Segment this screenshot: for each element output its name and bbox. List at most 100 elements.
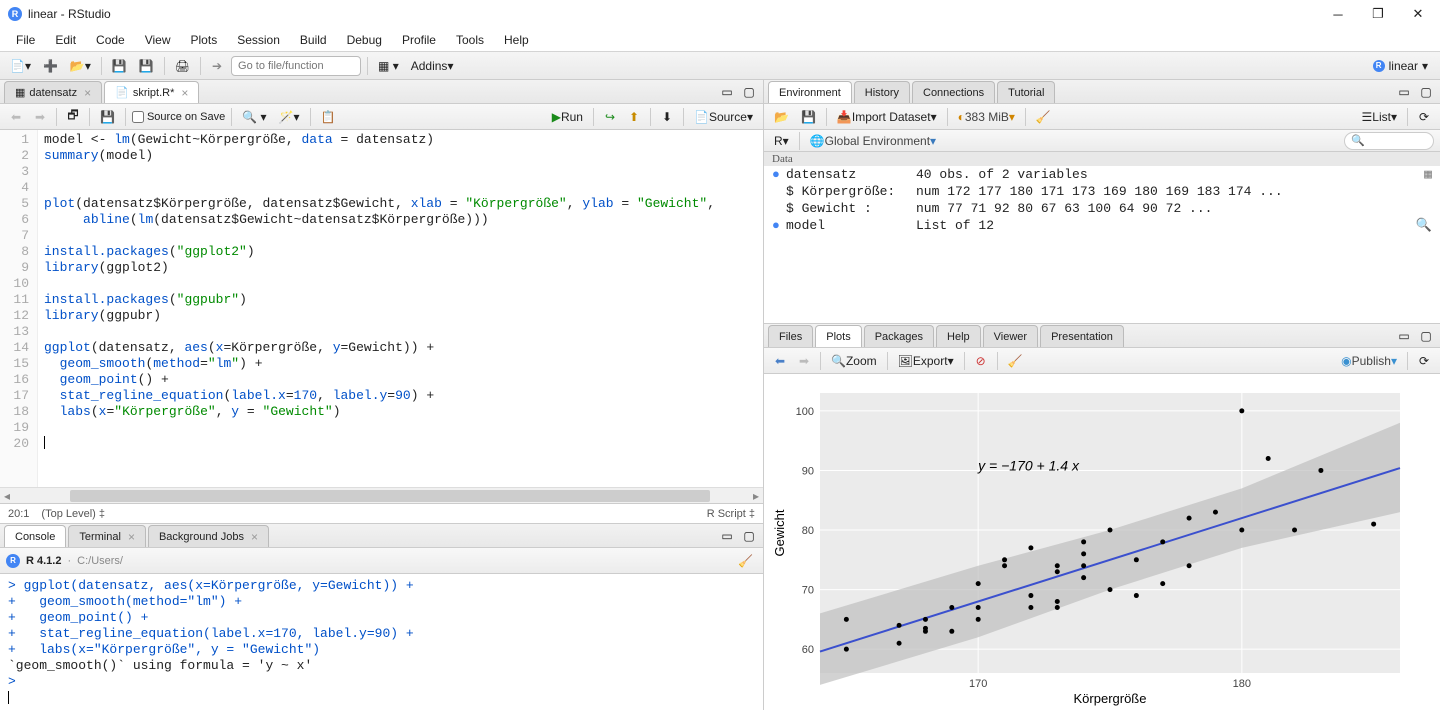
menu-file[interactable]: File xyxy=(6,31,45,49)
environment-tabs: EnvironmentHistoryConnectionsTutorial ▭ … xyxy=(764,80,1440,104)
save-source-button[interactable]: 💾 xyxy=(96,107,119,127)
environment-table: ●datensatz40 obs. of 2 variables▦ $ Körp… xyxy=(764,166,1440,234)
env-tab[interactable]: Tutorial xyxy=(997,81,1055,103)
menu-help[interactable]: Help xyxy=(494,31,539,49)
minimize-pane-icon[interactable]: ▭ xyxy=(1394,326,1414,346)
load-workspace-button[interactable]: 📂 xyxy=(770,107,793,127)
view-mode-button[interactable]: ☰ List ▾ xyxy=(1358,107,1401,127)
maximize-pane-icon[interactable]: ▢ xyxy=(1416,326,1436,346)
minimize-pane-icon[interactable]: ▭ xyxy=(1394,82,1414,102)
clear-plots-button[interactable]: 🧹 xyxy=(1004,351,1027,371)
source-on-save-checkbox[interactable]: Source on Save xyxy=(132,111,225,123)
menu-build[interactable]: Build xyxy=(290,31,337,49)
down-step-button[interactable]: ⬇ xyxy=(657,107,677,127)
forward-button[interactable]: ➡ xyxy=(30,107,50,127)
plots-tab[interactable]: Presentation xyxy=(1040,325,1124,347)
plots-tab[interactable]: Plots xyxy=(815,325,861,347)
compile-button[interactable]: 📋 xyxy=(317,107,340,127)
print-button[interactable]: 🖨 xyxy=(171,56,194,76)
maximize-pane-icon[interactable]: ▢ xyxy=(739,82,759,102)
main-toolbar: 📄▾ ➕ 📂▾ 💾 💾 🖨 ➔ Go to file/function ▦ ▾ … xyxy=(0,52,1440,80)
svg-text:170: 170 xyxy=(969,678,987,690)
plots-tab[interactable]: Help xyxy=(936,325,981,347)
show-in-new-window-button[interactable]: 🗗 xyxy=(63,107,83,127)
memory-usage[interactable]: ◐ 383 MiB ▾ xyxy=(954,107,1019,127)
menu-edit[interactable]: Edit xyxy=(45,31,86,49)
svg-text:70: 70 xyxy=(802,585,814,597)
menu-plots[interactable]: Plots xyxy=(181,31,228,49)
back-button[interactable]: ⬅ xyxy=(6,107,26,127)
console-tab[interactable]: Background Jobs× xyxy=(148,525,269,547)
grid-button[interactable]: ▦ ▾ xyxy=(374,56,403,76)
import-dataset-button[interactable]: 📥 Import Dataset ▾ xyxy=(833,107,941,127)
project-selector[interactable]: R linear ▾ xyxy=(1367,59,1434,73)
save-all-button[interactable]: 💾 xyxy=(135,56,158,76)
new-project-button[interactable]: ➕ xyxy=(39,56,62,76)
next-plot-button[interactable]: ➡ xyxy=(794,351,814,371)
r-icon: R xyxy=(6,554,20,568)
minimize-pane-icon[interactable]: ▭ xyxy=(717,82,737,102)
wand-button[interactable]: 🪄▾ xyxy=(275,107,304,127)
env-tab[interactable]: History xyxy=(854,81,910,103)
env-search-input[interactable]: 🔍 xyxy=(1344,132,1434,150)
zoom-button[interactable]: 🔍 Zoom xyxy=(827,351,881,371)
maximize-button[interactable]: ❐ xyxy=(1358,0,1398,28)
run-button[interactable]: ▶ Run xyxy=(548,107,587,127)
svg-text:Körpergröße: Körpergröße xyxy=(1074,691,1147,706)
addins-button[interactable]: Addins ▾ xyxy=(407,56,458,76)
new-file-button[interactable]: 📄▾ xyxy=(6,56,35,76)
language-selector[interactable]: R Script ‡ xyxy=(707,508,755,520)
plots-tab[interactable]: Viewer xyxy=(983,325,1038,347)
console-tabs: ConsoleTerminal×Background Jobs× ▭ ▢ xyxy=(0,524,763,548)
export-button[interactable]: 🖼 Export ▾ xyxy=(894,351,958,371)
refresh-plot-button[interactable]: ⟳ xyxy=(1414,351,1434,371)
maximize-pane-icon[interactable]: ▢ xyxy=(739,526,759,546)
goto-file-input[interactable]: Go to file/function xyxy=(231,56,361,76)
go-up-button[interactable]: ⬆ xyxy=(624,107,644,127)
clear-console-button[interactable]: 🧹 xyxy=(734,551,757,571)
env-row[interactable]: $ Körpergröße:num 172 177 180 171 173 16… xyxy=(764,183,1440,200)
env-row[interactable]: ●datensatz40 obs. of 2 variables▦ xyxy=(764,166,1440,183)
source-dropdown-button[interactable]: 📄 Source ▾ xyxy=(690,107,757,127)
minimize-pane-icon[interactable]: ▭ xyxy=(717,526,737,546)
plots-tab[interactable]: Files xyxy=(768,325,813,347)
menu-view[interactable]: View xyxy=(135,31,181,49)
scope-selector[interactable]: (Top Level) ‡ xyxy=(41,508,105,520)
console[interactable]: > ggplot(datensatz, aes(x=Körpergröße, y… xyxy=(0,574,763,710)
env-tab[interactable]: Environment xyxy=(768,81,852,103)
prev-plot-button[interactable]: ⬅ xyxy=(770,351,790,371)
clear-env-button[interactable]: 🧹 xyxy=(1032,107,1055,127)
refresh-env-button[interactable]: ⟳ xyxy=(1414,107,1434,127)
svg-text:100: 100 xyxy=(796,406,814,418)
minimize-button[interactable]: ─ xyxy=(1318,0,1358,28)
env-row[interactable]: $ Gewicht :num 77 71 92 80 67 63 100 64 … xyxy=(764,200,1440,217)
save-workspace-button[interactable]: 💾 xyxy=(797,107,820,127)
save-button[interactable]: 💾 xyxy=(108,56,131,76)
plots-tab[interactable]: Packages xyxy=(864,325,934,347)
remove-plot-button[interactable]: ⊘ xyxy=(971,351,991,371)
menu-profile[interactable]: Profile xyxy=(392,31,446,49)
console-tab[interactable]: Terminal× xyxy=(68,525,146,547)
env-scope-selector[interactable]: 🌐 Global Environment ▾ xyxy=(806,131,940,151)
source-tab[interactable]: ▦datensatz× xyxy=(4,81,102,103)
horizontal-scrollbar[interactable]: ◂▸ xyxy=(0,487,763,503)
console-tab[interactable]: Console xyxy=(4,525,66,547)
publish-button[interactable]: ◉ Publish ▾ xyxy=(1337,351,1401,371)
maximize-pane-icon[interactable]: ▢ xyxy=(1416,82,1436,102)
open-file-button[interactable]: 📂▾ xyxy=(66,56,95,76)
code-editor[interactable]: 1 2 3 4 5 6 7 8 9 10 11 12 13 14 15 16 1… xyxy=(0,130,763,487)
rerun-button[interactable]: ↪ xyxy=(600,107,620,127)
env-language-selector[interactable]: R ▾ xyxy=(770,131,793,151)
menu-tools[interactable]: Tools xyxy=(446,31,494,49)
menu-code[interactable]: Code xyxy=(86,31,135,49)
working-dir-label: C:/Users/ xyxy=(77,555,123,567)
menubar: FileEditCodeViewPlotsSessionBuildDebugPr… xyxy=(0,28,1440,52)
env-row[interactable]: ●modelList of 12🔍 xyxy=(764,217,1440,234)
svg-text:80: 80 xyxy=(802,525,814,537)
find-button[interactable]: 🔍 ▾ xyxy=(238,107,270,127)
close-button[interactable]: ✕ xyxy=(1398,0,1438,28)
menu-debug[interactable]: Debug xyxy=(337,31,392,49)
source-tab[interactable]: 📄skript.R*× xyxy=(104,81,199,103)
env-tab[interactable]: Connections xyxy=(912,81,995,103)
menu-session[interactable]: Session xyxy=(227,31,290,49)
